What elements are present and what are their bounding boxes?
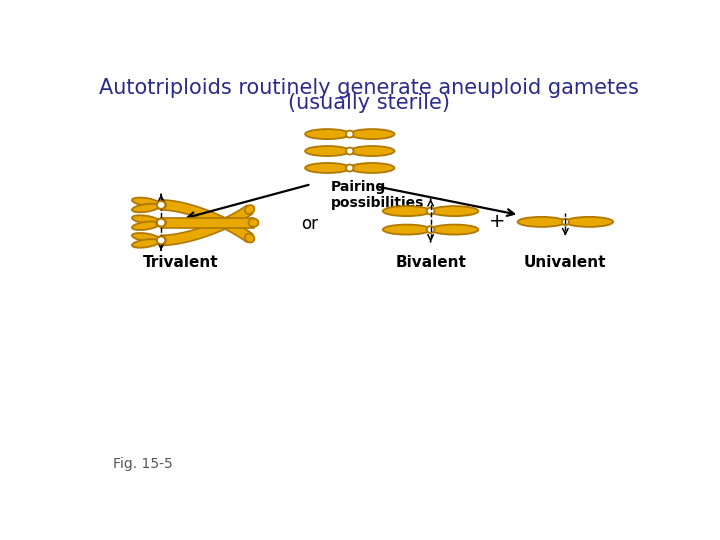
Ellipse shape — [245, 205, 254, 214]
Ellipse shape — [427, 207, 434, 214]
Ellipse shape — [245, 233, 254, 242]
Ellipse shape — [431, 225, 478, 234]
Ellipse shape — [562, 219, 569, 225]
Ellipse shape — [132, 239, 159, 248]
Text: Fig. 15-5: Fig. 15-5 — [113, 457, 173, 471]
Ellipse shape — [156, 201, 166, 209]
Text: Trivalent: Trivalent — [143, 255, 218, 270]
Ellipse shape — [350, 146, 395, 156]
Ellipse shape — [132, 215, 159, 224]
Ellipse shape — [156, 218, 166, 227]
Text: Pairing
possibilities: Pairing possibilities — [330, 180, 424, 211]
Ellipse shape — [383, 225, 431, 234]
Ellipse shape — [305, 129, 350, 139]
Ellipse shape — [565, 217, 613, 227]
Ellipse shape — [350, 129, 395, 139]
Text: or: or — [301, 215, 318, 233]
Text: Univalent: Univalent — [524, 255, 606, 270]
Text: Bivalent: Bivalent — [395, 255, 466, 270]
Text: +: + — [490, 212, 506, 231]
Polygon shape — [161, 218, 253, 228]
Polygon shape — [161, 205, 253, 245]
Text: (usually sterile): (usually sterile) — [288, 93, 450, 113]
Ellipse shape — [132, 198, 159, 206]
Ellipse shape — [157, 201, 166, 209]
Polygon shape — [161, 200, 253, 242]
Ellipse shape — [383, 206, 431, 216]
Text: Autotriploids routinely generate aneuploid gametes: Autotriploids routinely generate aneuplo… — [99, 78, 639, 98]
Ellipse shape — [427, 226, 434, 233]
Ellipse shape — [346, 131, 354, 138]
Ellipse shape — [132, 221, 159, 230]
Ellipse shape — [156, 236, 166, 245]
Ellipse shape — [157, 219, 166, 226]
Ellipse shape — [518, 217, 565, 227]
Ellipse shape — [346, 165, 354, 172]
Ellipse shape — [132, 233, 159, 241]
Ellipse shape — [431, 206, 478, 216]
Ellipse shape — [157, 237, 166, 244]
Ellipse shape — [248, 218, 258, 227]
Ellipse shape — [132, 204, 159, 212]
Ellipse shape — [346, 147, 354, 154]
Ellipse shape — [305, 146, 350, 156]
Ellipse shape — [305, 163, 350, 173]
Ellipse shape — [350, 163, 395, 173]
